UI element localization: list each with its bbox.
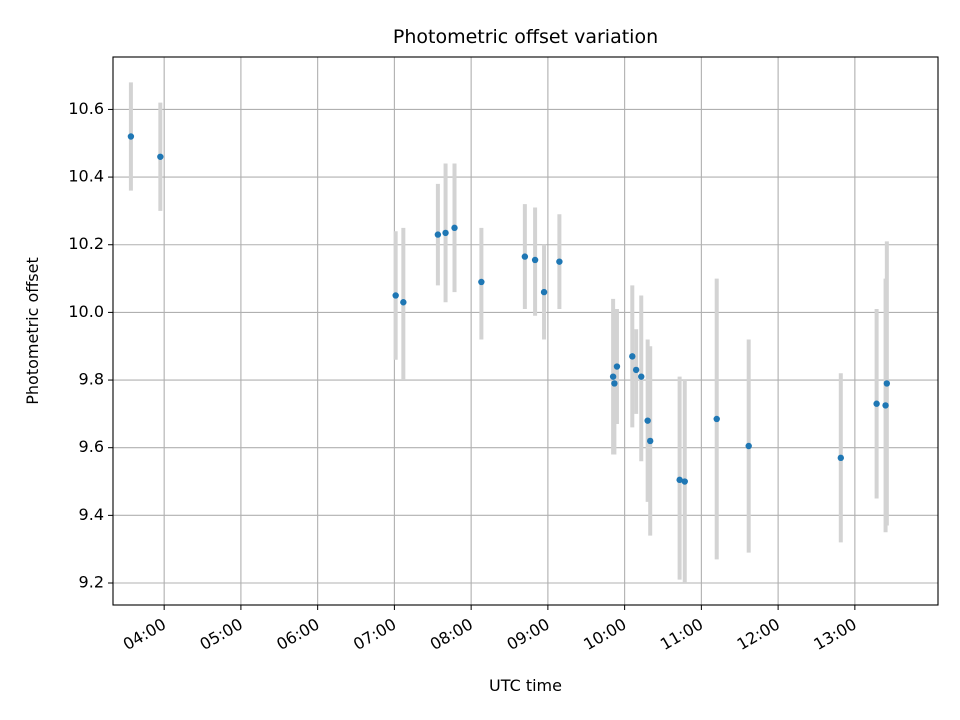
data-point xyxy=(883,380,891,387)
y-tick-label: 10.4 xyxy=(68,167,104,186)
y-tick-label: 9.6 xyxy=(79,437,104,456)
data-point xyxy=(127,133,135,140)
chart-title: Photometric offset variation xyxy=(393,26,658,48)
data-point xyxy=(882,402,889,409)
data-points xyxy=(127,133,891,485)
y-tick-label: 9.2 xyxy=(79,573,104,592)
data-point xyxy=(392,292,399,299)
data-point xyxy=(644,417,651,424)
y-tick-label: 9.8 xyxy=(79,370,104,389)
data-point xyxy=(676,476,683,484)
data-point xyxy=(613,363,621,370)
data-point xyxy=(478,278,485,286)
data-point xyxy=(442,229,449,237)
data-point xyxy=(451,224,458,232)
plot-frame xyxy=(112,56,939,606)
data-point xyxy=(873,400,880,407)
data-point xyxy=(638,373,645,380)
y-tick-label: 10.6 xyxy=(68,99,104,118)
data-point xyxy=(521,253,529,260)
data-point xyxy=(632,366,640,374)
data-point xyxy=(745,442,752,450)
x-axis-label: UTC time xyxy=(489,676,562,695)
y-axis-ticks: 9.2 9.4 9.6 9.8 10.0 10.2 10.4 10.6 xyxy=(68,99,113,592)
data-point xyxy=(647,437,654,445)
data-point xyxy=(611,380,618,387)
data-point xyxy=(837,454,844,462)
data-point xyxy=(713,415,720,423)
data-point xyxy=(681,478,688,485)
data-point xyxy=(540,288,548,296)
data-point xyxy=(400,299,407,306)
data-point xyxy=(609,373,617,380)
y-axis-label: Photometric offset xyxy=(23,257,42,405)
data-point xyxy=(531,256,539,264)
data-point xyxy=(556,258,563,265)
y-tick-label: 9.4 xyxy=(79,505,104,524)
grid xyxy=(113,57,938,605)
y-tick-label: 10.2 xyxy=(68,234,104,253)
y-tick-label: 10.0 xyxy=(68,302,104,321)
data-point xyxy=(157,153,164,160)
data-point xyxy=(629,353,636,360)
data-point xyxy=(434,231,442,238)
